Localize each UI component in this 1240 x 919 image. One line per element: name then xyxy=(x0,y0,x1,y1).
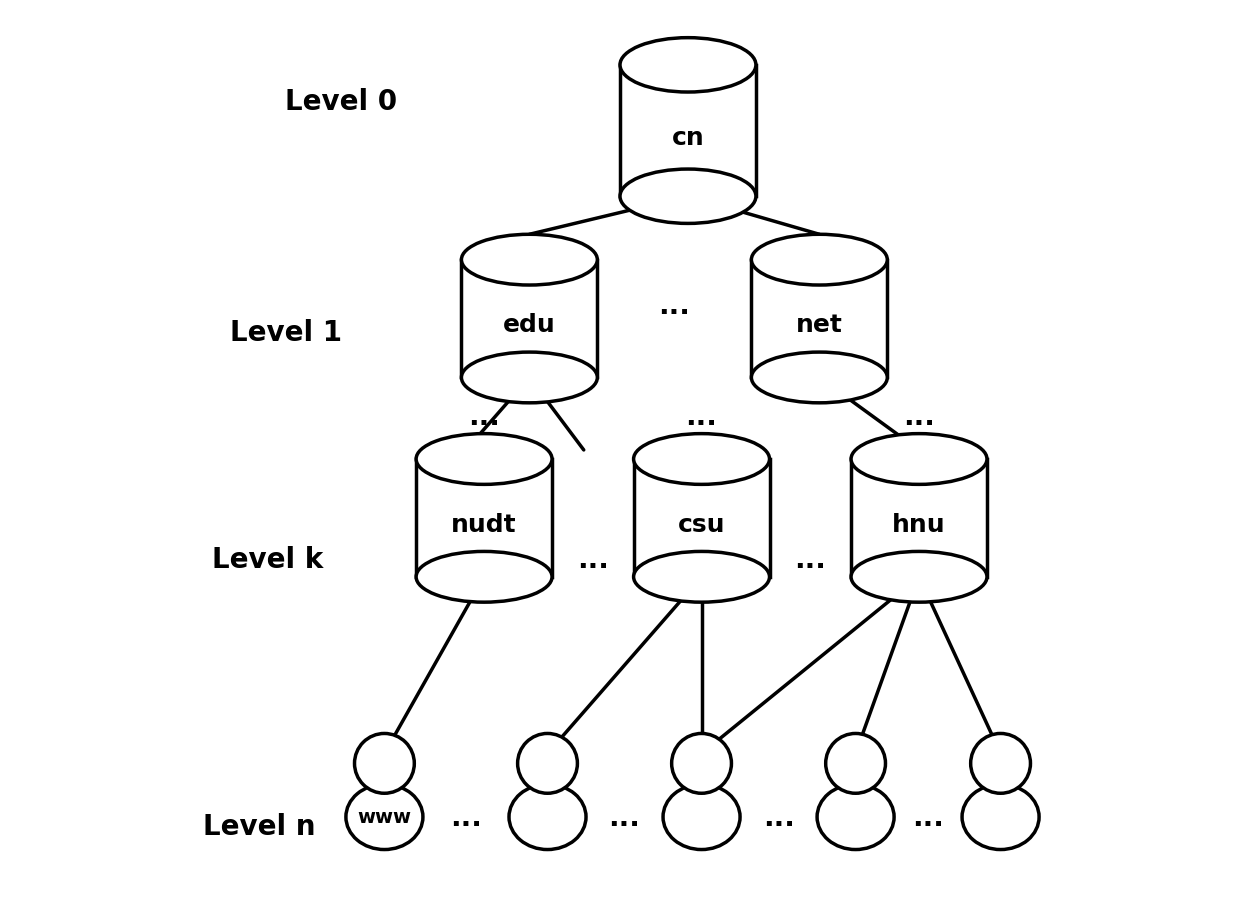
Polygon shape xyxy=(417,460,552,577)
Ellipse shape xyxy=(346,785,423,849)
Text: ...: ... xyxy=(658,291,691,320)
Text: Level k: Level k xyxy=(212,545,324,573)
Polygon shape xyxy=(851,460,987,577)
Ellipse shape xyxy=(461,353,598,403)
Text: www: www xyxy=(357,808,412,826)
Polygon shape xyxy=(620,66,756,197)
Ellipse shape xyxy=(461,235,598,286)
Circle shape xyxy=(971,733,1030,793)
Text: cn: cn xyxy=(672,126,704,150)
Text: ...: ... xyxy=(913,803,944,831)
Text: ...: ... xyxy=(795,545,826,573)
Text: net: net xyxy=(796,313,843,337)
Ellipse shape xyxy=(508,785,587,849)
Text: nudt: nudt xyxy=(451,512,517,536)
Text: Level n: Level n xyxy=(203,812,316,840)
Circle shape xyxy=(826,733,885,793)
Circle shape xyxy=(672,733,732,793)
Text: hnu: hnu xyxy=(893,512,946,536)
Ellipse shape xyxy=(817,785,894,849)
Text: ...: ... xyxy=(577,545,609,573)
Circle shape xyxy=(355,733,414,793)
Polygon shape xyxy=(751,260,888,378)
Ellipse shape xyxy=(620,39,756,93)
Polygon shape xyxy=(634,460,770,577)
Text: csu: csu xyxy=(678,512,725,536)
Ellipse shape xyxy=(851,551,987,603)
Text: Level 0: Level 0 xyxy=(285,88,397,116)
Text: ...: ... xyxy=(469,403,500,430)
Text: ...: ... xyxy=(609,803,641,831)
Text: ...: ... xyxy=(903,403,935,430)
Ellipse shape xyxy=(417,434,552,485)
Text: ...: ... xyxy=(686,403,718,430)
Ellipse shape xyxy=(851,434,987,485)
Ellipse shape xyxy=(751,353,888,403)
Ellipse shape xyxy=(751,235,888,286)
Text: Level 1: Level 1 xyxy=(231,319,342,346)
Text: ...: ... xyxy=(450,803,482,831)
Ellipse shape xyxy=(663,785,740,849)
Ellipse shape xyxy=(417,551,552,603)
Text: ...: ... xyxy=(763,803,795,831)
Circle shape xyxy=(517,733,578,793)
Ellipse shape xyxy=(620,170,756,224)
Ellipse shape xyxy=(634,434,770,485)
Ellipse shape xyxy=(634,551,770,603)
Text: edu: edu xyxy=(503,313,556,337)
Ellipse shape xyxy=(962,785,1039,849)
Polygon shape xyxy=(461,260,598,378)
